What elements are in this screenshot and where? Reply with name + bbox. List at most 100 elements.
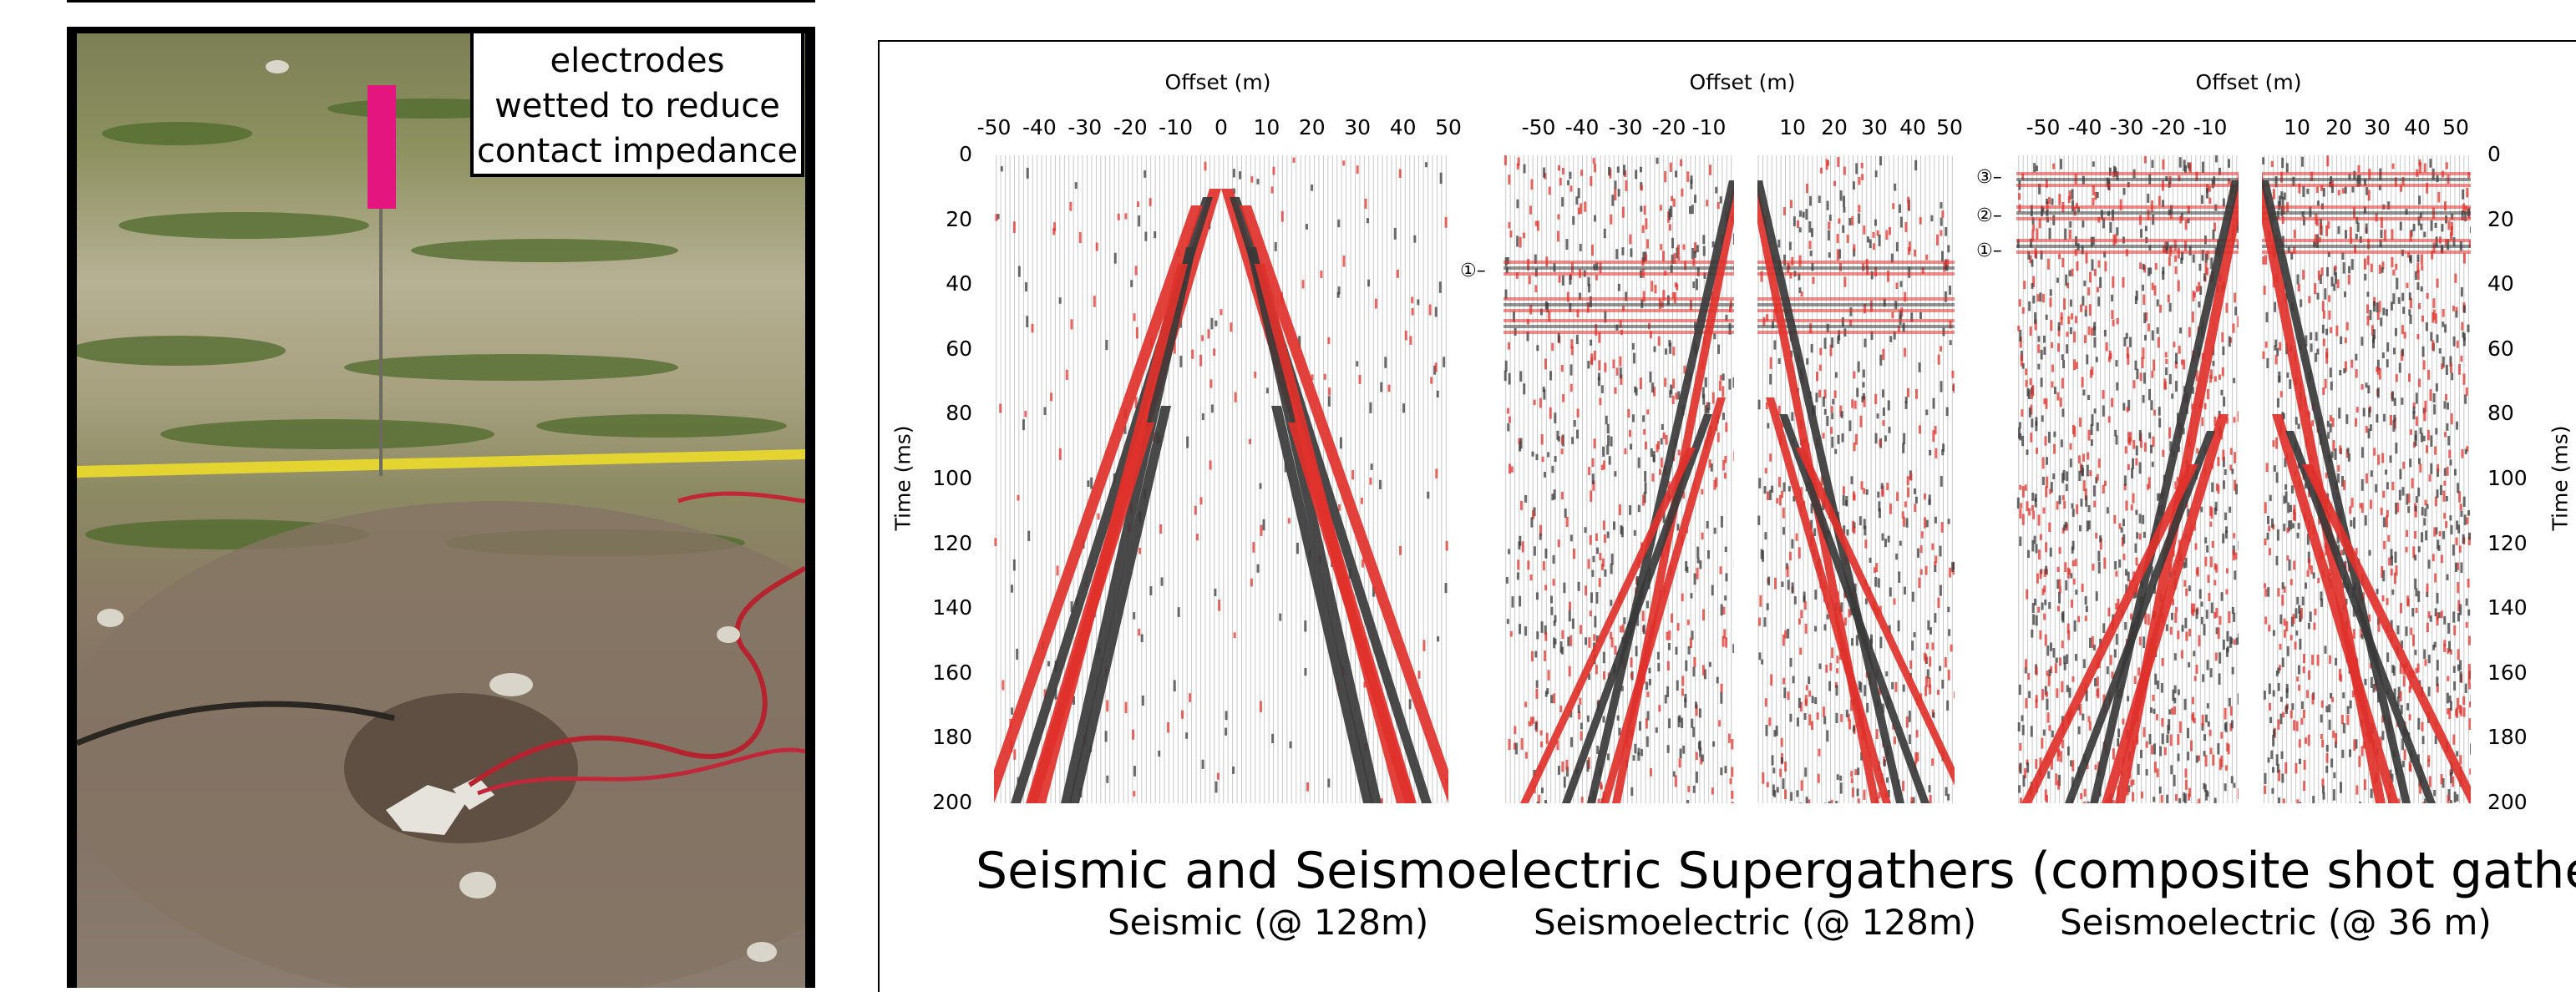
noise-wiggle <box>1204 162 1206 170</box>
noise-wiggle <box>2162 658 2164 666</box>
noise-wiggle <box>1043 407 1046 415</box>
noise-wiggle <box>2466 518 2468 524</box>
noise-wiggle <box>1672 396 1675 404</box>
left-y-axis-label: Time (ms) <box>891 425 915 530</box>
noise-wiggle <box>2234 452 2236 463</box>
noise-wiggle <box>1397 270 1399 278</box>
noise-wiggle <box>1788 486 1791 491</box>
noise-wiggle <box>2017 326 2020 332</box>
noise-wiggle <box>2345 230 2347 238</box>
noise-wiggle <box>1721 684 1723 693</box>
noise-wiggle <box>2375 484 2377 493</box>
noise-wiggle <box>2134 361 2137 371</box>
noise-wiggle <box>1138 215 1140 226</box>
noise-wiggle <box>2277 668 2279 674</box>
noise-wiggle <box>2036 294 2039 301</box>
noise-wiggle <box>1620 525 1622 534</box>
noise-wiggle <box>2408 373 2411 382</box>
noise-wiggle <box>2060 751 2062 762</box>
noise-wiggle <box>1630 657 1633 667</box>
noise-wiggle <box>1644 205 1646 215</box>
x-tick-label: -30 <box>1609 115 1643 139</box>
noise-wiggle <box>2371 789 2373 798</box>
noise-wiggle <box>1609 456 1611 464</box>
noise-wiggle <box>1553 693 1555 703</box>
noise-wiggle <box>1899 205 1901 213</box>
noise-wiggle <box>1549 187 1551 195</box>
noise-wiggle <box>2441 555 2443 564</box>
noise-wiggle <box>2317 293 2320 300</box>
noise-wiggle <box>1858 681 1861 690</box>
noise-wiggle <box>2264 691 2266 700</box>
noise-wiggle <box>2442 321 2444 326</box>
noise-wiggle <box>2349 506 2351 514</box>
noise-wiggle <box>2355 234 2358 240</box>
noise-wiggle <box>1808 691 1811 697</box>
noise-wiggle <box>1218 600 1220 611</box>
noise-wiggle <box>2323 188 2325 197</box>
noise-wiggle <box>2416 608 2418 613</box>
noise-wiggle <box>1761 549 1763 559</box>
noise-wiggle <box>2066 332 2068 337</box>
noise-wiggle <box>2264 616 2267 624</box>
noise-wiggle <box>2328 704 2330 712</box>
noise-wiggle <box>1673 772 1676 777</box>
noise-wiggle <box>1603 671 1605 680</box>
noise-wiggle <box>1159 524 1162 534</box>
noise-wiggle <box>2201 195 2203 204</box>
noise-wiggle <box>2115 603 2117 610</box>
noise-wiggle <box>2292 523 2295 528</box>
noise-wiggle <box>2029 407 2031 418</box>
noise-wiggle <box>1940 230 1942 236</box>
noise-wiggle <box>2122 403 2125 411</box>
noise-wiggle <box>2286 372 2289 377</box>
noise-wiggle <box>2097 551 2100 562</box>
arrival-wiggle-band <box>1562 414 1712 803</box>
noise-wiggle <box>1947 607 1950 612</box>
x-tick-label: -30 <box>2110 115 2144 139</box>
noise-wiggle <box>1846 529 1848 535</box>
noise-wiggle <box>1793 216 1796 226</box>
noise-wiggle <box>1883 407 1885 416</box>
noise-wiggle <box>2174 686 2177 694</box>
noise-wiggle <box>1535 220 1538 225</box>
noise-wiggle <box>1523 233 1525 239</box>
noise-wiggle <box>2406 530 2408 537</box>
noise-wiggle <box>1769 374 1772 385</box>
noise-wiggle <box>1328 396 1331 407</box>
noise-wiggle <box>2457 698 2459 709</box>
noise-wiggle <box>1519 371 1522 382</box>
noise-wiggle <box>1660 244 1662 250</box>
noise-wiggle <box>2019 330 2021 342</box>
noise-wiggle <box>2276 348 2279 357</box>
noise-wiggle <box>1572 619 1575 629</box>
noise-wiggle <box>1569 172 1571 180</box>
noise-wiggle <box>1853 726 1855 731</box>
noise-wiggle <box>2390 415 2392 425</box>
noise-wiggle <box>2092 564 2094 570</box>
noise-wiggle <box>2444 468 2447 476</box>
noise-wiggle <box>1843 166 1846 175</box>
noise-wiggle <box>1774 578 1777 590</box>
noise-wiggle <box>1836 713 1838 723</box>
noise-wiggle <box>2270 751 2273 759</box>
noise-wiggle <box>1604 362 1606 372</box>
noise-wiggle <box>1429 305 1432 316</box>
noise-wiggle <box>2080 305 2082 312</box>
noise-wiggle <box>2401 349 2404 357</box>
noise-wiggle <box>2462 534 2465 544</box>
noise-wiggle <box>2219 652 2221 663</box>
noise-wiggle <box>2432 645 2435 650</box>
noise-wiggle <box>2042 477 2045 485</box>
noise-wiggle <box>2337 279 2340 288</box>
noise-wiggle <box>2146 769 2148 776</box>
noise-wiggle <box>2345 337 2347 343</box>
reflection-band <box>1504 266 1955 270</box>
noise-wiggle <box>1815 392 1818 402</box>
noise-wiggle <box>1665 435 1667 445</box>
y-tick-label: 20 <box>946 207 972 231</box>
noise-wiggle <box>2341 750 2344 758</box>
noise-wiggle <box>2366 316 2369 326</box>
noise-wiggle <box>1664 378 1666 387</box>
noise-wiggle <box>2435 223 2437 228</box>
